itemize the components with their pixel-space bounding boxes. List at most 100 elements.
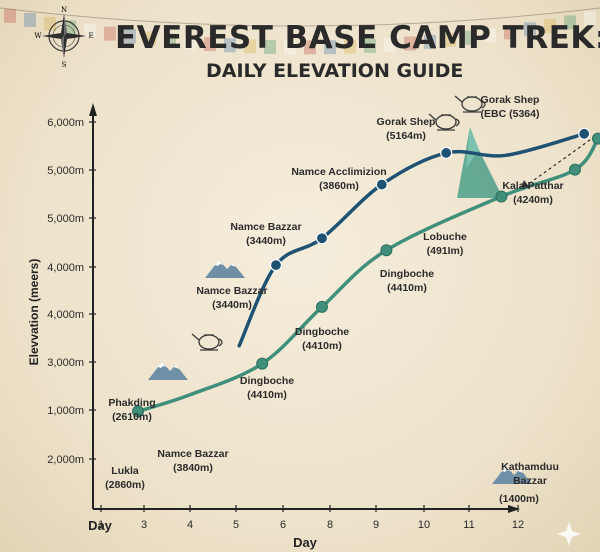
annotation-value: (2610m) — [112, 411, 152, 423]
mountain-icon — [148, 362, 188, 380]
annotation-value: (4410m) — [247, 389, 287, 401]
annotation-value: (1400m) — [499, 493, 539, 505]
x-tick-label: 1 — [98, 519, 104, 531]
annotation-value: (3840m) — [173, 462, 213, 474]
annotation-name: Gorak Shep — [481, 94, 540, 106]
y-tick-label: 6,000m — [47, 117, 84, 129]
teapot-body — [435, 114, 457, 130]
annotation-name: Kala Patthar — [502, 180, 563, 192]
y-tick-label: 5,000m — [47, 165, 84, 177]
x-tick-label: 4 — [187, 519, 193, 531]
annotation-name: Dingboche — [380, 268, 434, 280]
y-tick-label: 4,000m — [47, 262, 84, 274]
mountain-icon — [492, 466, 532, 484]
teapot-handle — [481, 100, 486, 109]
prayer-flag — [84, 23, 96, 38]
compass-north: N — [61, 6, 67, 14]
prayer-flag — [384, 37, 396, 52]
annotation-name: Namce Acclimizion — [291, 166, 386, 178]
y-tick-label: 2,000m — [47, 454, 84, 466]
blue-point — [578, 127, 591, 140]
green-point — [592, 132, 600, 145]
annotation-value: (4410m) — [302, 340, 342, 352]
green-point — [380, 244, 393, 257]
sparkle-icon — [557, 522, 581, 546]
prayer-flag — [104, 26, 116, 41]
green-route-line — [136, 136, 600, 414]
prayer-flag — [264, 39, 276, 54]
annotation-value: (4410m) — [387, 282, 427, 294]
mountain-snow — [215, 260, 223, 266]
mountain-snow — [174, 365, 179, 369]
prayer-flag — [24, 12, 36, 27]
green-point — [316, 300, 328, 313]
compass-rose-icon: N E S W — [34, 6, 93, 68]
y-tick-label: 4,000m — [47, 309, 84, 321]
peak-highlight — [466, 127, 479, 168]
annotation-value: (3860m) — [319, 180, 359, 192]
annotation-value: (491Im) — [427, 245, 464, 257]
y-axis-arrow — [89, 103, 97, 116]
prayer-flag — [544, 18, 556, 33]
peak-shape — [457, 127, 503, 198]
teapot-spout — [454, 95, 463, 103]
teapot-spout — [428, 113, 437, 121]
blue-point — [315, 232, 329, 245]
annotation-name: Gorak Shep — [377, 116, 436, 128]
mountain-body — [492, 466, 532, 484]
annotation-name: Lukla — [111, 465, 139, 477]
annotation-value: (5164m) — [386, 130, 426, 142]
annotation-value: (EBC (5364) — [481, 108, 540, 120]
mountain-icon — [205, 260, 245, 278]
prayer-flag — [244, 39, 256, 54]
y-axis-title: Elevvation (meers) — [27, 259, 41, 366]
blue-point — [375, 178, 388, 191]
teapot-icon — [454, 95, 486, 113]
prayer-flag — [564, 15, 576, 30]
prayer-flag — [344, 39, 356, 54]
x-tick-label: 3 — [141, 519, 147, 531]
mountain-snow — [231, 263, 236, 267]
prayer-flag — [304, 40, 316, 55]
teapot-body — [461, 96, 483, 112]
mountain-snow — [518, 469, 523, 473]
compass-west: W — [34, 32, 42, 40]
x-tick-label: 9 — [373, 519, 379, 531]
x-tick-label: 5 — [233, 519, 239, 531]
mountain-body — [148, 362, 188, 380]
annotation-name: Namce Bazzar — [157, 448, 228, 460]
kala-patthar-arrowhead — [521, 180, 530, 188]
y-tick-label: 5,000m — [47, 213, 84, 225]
annotation-value: (3440m) — [212, 299, 252, 311]
blue-point — [440, 146, 453, 160]
teapot-handle — [455, 118, 460, 127]
annotation-name: Dingboche — [240, 375, 294, 387]
annotation-name: Kathamduu — [501, 461, 559, 473]
x-tick-label: 11 — [463, 519, 474, 531]
blue-point — [269, 259, 283, 272]
prayer-flag — [204, 37, 216, 52]
teapot-icon — [191, 333, 223, 351]
x-axis-title: Day — [293, 535, 318, 550]
green-point — [569, 163, 581, 176]
teapot-icon — [428, 113, 460, 131]
prayer-flag — [324, 40, 336, 55]
x-axis-arrow — [508, 505, 520, 513]
annotation-name: Namce Bazzar — [230, 221, 301, 233]
x-tick-label: 10 — [418, 519, 430, 531]
mountain-snow — [158, 362, 166, 368]
prayer-flag — [184, 35, 196, 50]
prayer-flag — [504, 25, 516, 40]
green-point — [495, 190, 508, 203]
prayer-flag — [284, 40, 296, 55]
prayer-flag — [124, 29, 136, 44]
prayer-flag — [4, 8, 16, 23]
prayer-flag — [404, 36, 416, 51]
kala-patthar-arrow — [526, 139, 591, 186]
annotation-value: Bazzar — [513, 475, 547, 487]
prayer-flag — [224, 38, 236, 53]
prayer-flag — [464, 30, 476, 45]
prayer-flag — [44, 16, 56, 31]
